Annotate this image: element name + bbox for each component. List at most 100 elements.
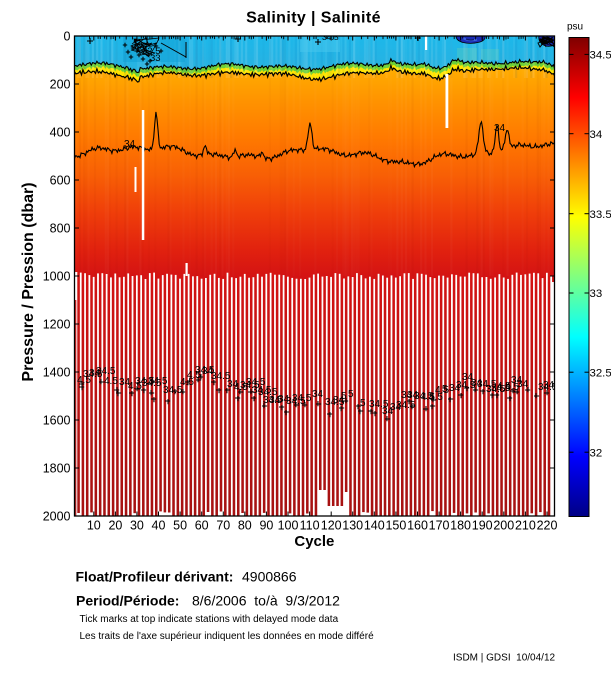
svg-text:34.5: 34.5 (369, 399, 389, 410)
svg-text:33: 33 (150, 53, 161, 64)
svg-text:200: 200 (493, 519, 514, 533)
svg-text:180: 180 (450, 519, 471, 533)
svg-text:5: 5 (341, 391, 347, 402)
svg-text:4.5: 4.5 (234, 382, 248, 393)
svg-text:34.5: 34.5 (396, 400, 416, 411)
svg-text:30: 30 (130, 519, 144, 533)
svg-text:4.5: 4.5 (497, 381, 511, 392)
svg-text:34: 34 (278, 394, 290, 405)
svg-text:34.5: 34.5 (258, 387, 278, 398)
svg-text:4.5: 4.5 (77, 375, 91, 386)
svg-text:34.5: 34.5 (322, 32, 339, 42)
svg-text:400: 400 (50, 125, 71, 139)
svg-text:34.5: 34.5 (252, 385, 272, 396)
svg-text:34.5: 34.5 (286, 396, 306, 407)
svg-text:120: 120 (321, 519, 342, 533)
svg-text:34: 34 (407, 390, 419, 401)
svg-text:34.5: 34.5 (240, 380, 260, 391)
svg-text:ISDM | GDSI 10/04/12: ISDM | GDSI 10/04/12 (453, 653, 556, 664)
svg-text:4.5: 4.5 (435, 385, 449, 396)
svg-text:1600: 1600 (43, 413, 71, 427)
svg-text:34.5: 34.5 (538, 382, 558, 393)
svg-text:34.5: 34.5 (263, 395, 283, 406)
svg-text:34.5: 34.5 (456, 380, 476, 391)
svg-text:Pressure / Pression (dbar): Pressure / Pression (dbar) (20, 182, 37, 381)
svg-text:34.5: 34.5 (246, 377, 266, 388)
svg-text:100: 100 (278, 519, 299, 533)
svg-text:50: 50 (173, 519, 187, 533)
svg-text:160: 160 (407, 519, 428, 533)
svg-text:34: 34 (202, 366, 214, 377)
svg-text:34: 34 (401, 390, 413, 401)
svg-text:1400: 1400 (43, 365, 71, 379)
svg-text:4.5: 4.5 (187, 370, 201, 381)
svg-text:34: 34 (312, 389, 324, 400)
svg-text:Les traits de l'axe supérieur: Les traits de l'axe supérieur indiquent … (80, 631, 375, 642)
svg-text:33.5: 33.5 (590, 209, 611, 221)
svg-text:90: 90 (259, 519, 273, 533)
svg-text:1800: 1800 (43, 461, 71, 475)
svg-text:8/6/2006 to/à 9/3/2012: 8/6/2006 to/à 9/3/2012 (192, 593, 340, 609)
svg-text:32: 32 (590, 447, 603, 459)
svg-text:150: 150 (385, 519, 406, 533)
svg-text:34.5: 34.5 (96, 366, 116, 377)
svg-text:600: 600 (50, 173, 71, 187)
svg-text:34.5: 34.5 (211, 371, 231, 382)
svg-text:800: 800 (50, 221, 71, 235)
svg-text:33: 33 (590, 288, 603, 300)
svg-text:psu: psu (567, 22, 583, 33)
svg-text:34: 34 (333, 395, 345, 406)
svg-text:32.5: 32.5 (590, 367, 611, 379)
svg-text:34.5: 34.5 (83, 369, 103, 380)
svg-text:60: 60 (195, 519, 209, 533)
svg-text:34.5: 34.5 (195, 365, 215, 376)
svg-text:34: 34 (382, 406, 394, 417)
svg-text:34: 34 (590, 129, 603, 141)
svg-text:4900866: 4900866 (242, 569, 297, 585)
svg-text:Cycle: Cycle (294, 533, 334, 550)
svg-text:4.5: 4.5 (429, 392, 443, 403)
svg-text:110: 110 (300, 519, 320, 533)
svg-text:5: 5 (442, 384, 448, 395)
svg-text:210: 210 (515, 519, 536, 533)
svg-text:220: 220 (537, 519, 558, 533)
svg-text:34: 34 (269, 395, 281, 406)
svg-text:34.5: 34.5 (477, 379, 497, 390)
svg-text:34.5: 34.5 (325, 397, 345, 408)
svg-text:34.5: 34.5 (292, 393, 312, 404)
svg-text:34.5: 34.5 (135, 376, 155, 387)
svg-text:5: 5 (348, 389, 354, 400)
svg-text:4.5: 4.5 (421, 392, 435, 403)
svg-text:34.5: 34.5 (590, 50, 611, 62)
svg-text:34: 34 (543, 380, 555, 391)
svg-text:32.5: 32.5 (142, 46, 161, 57)
svg-text:34: 34 (227, 379, 239, 390)
svg-text:0: 0 (64, 29, 71, 43)
svg-text:1200: 1200 (43, 317, 71, 331)
svg-text:40: 40 (152, 519, 166, 533)
svg-text:34.5: 34.5 (148, 376, 168, 387)
svg-text:1000: 1000 (43, 269, 71, 283)
svg-text:34: 34 (89, 368, 101, 379)
svg-text:4.5: 4.5 (128, 381, 142, 392)
svg-text:34: 34 (471, 378, 483, 389)
svg-text:34: 34 (494, 123, 506, 134)
svg-text:34: 34 (449, 383, 461, 394)
svg-text:140: 140 (364, 519, 385, 533)
svg-text:5: 5 (360, 398, 366, 409)
svg-text:34: 34 (124, 139, 136, 150)
svg-text:34: 34 (119, 377, 131, 388)
svg-text:20: 20 (108, 519, 122, 533)
svg-text:4.5: 4.5 (505, 382, 519, 393)
svg-text:2000: 2000 (43, 509, 71, 523)
svg-text:190: 190 (472, 519, 493, 533)
svg-text:34: 34 (390, 402, 402, 413)
svg-text:130: 130 (342, 519, 363, 533)
svg-text:200: 200 (50, 77, 71, 91)
svg-text:80: 80 (238, 519, 252, 533)
svg-text:34.5: 34.5 (486, 384, 506, 395)
svg-text:34.5: 34.5 (414, 391, 434, 402)
svg-text:34: 34 (511, 375, 523, 386)
svg-text:Tick marks at top indicate sta: Tick marks at top indicate stations with… (80, 614, 339, 625)
svg-text:34: 34 (517, 379, 529, 390)
